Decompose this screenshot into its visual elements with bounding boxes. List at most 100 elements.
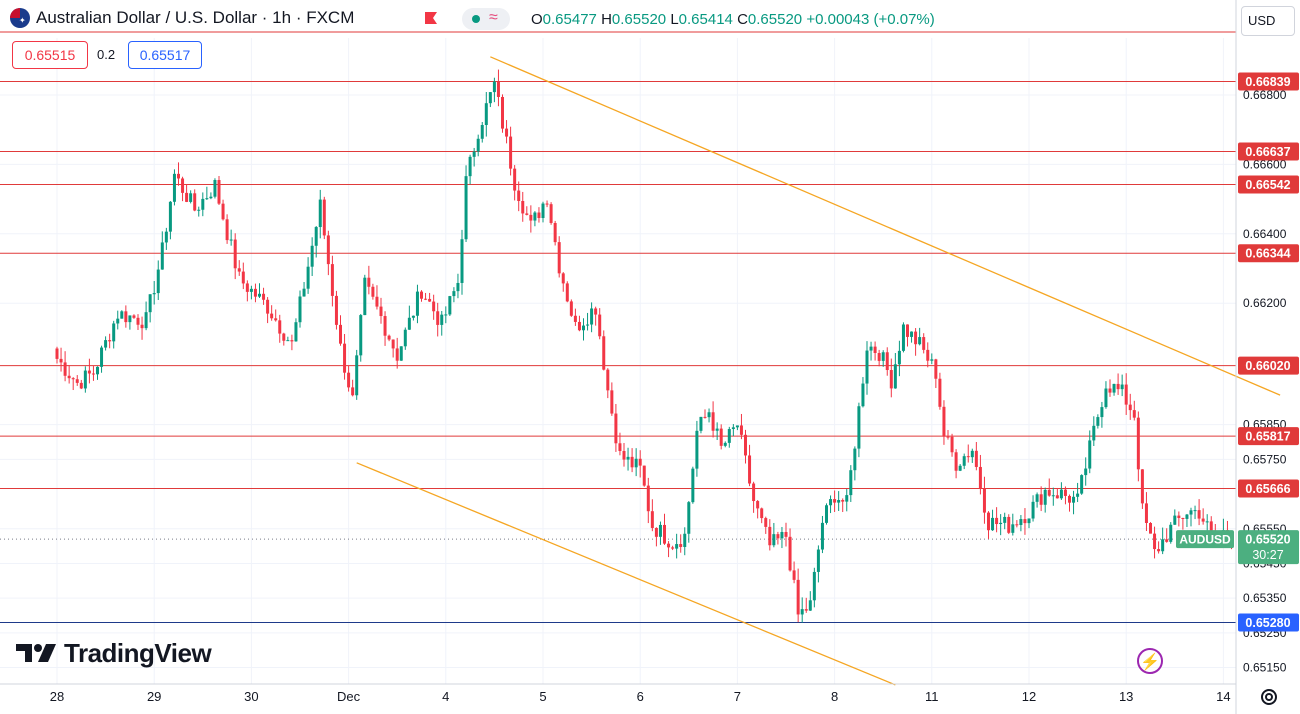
candle-body bbox=[537, 212, 541, 219]
candle-body bbox=[772, 534, 776, 546]
candle-body bbox=[1003, 516, 1007, 523]
candle-body bbox=[1185, 514, 1189, 519]
candle-body bbox=[411, 315, 415, 318]
candle-body bbox=[954, 452, 958, 471]
flag-marker-icon[interactable] bbox=[424, 11, 438, 25]
candle-body bbox=[626, 456, 630, 460]
candle-body bbox=[768, 526, 772, 546]
candle-body bbox=[784, 532, 788, 537]
time-tick-label: 13 bbox=[1119, 689, 1133, 704]
candle-body bbox=[116, 318, 120, 324]
candle-body bbox=[1140, 469, 1144, 504]
lightning-icon[interactable]: ⚡ bbox=[1137, 648, 1163, 674]
change-value: +0.00043 (+0.07%) bbox=[806, 11, 935, 28]
level-tag-label: 0.66637 bbox=[1245, 145, 1290, 159]
level-tag-label: 0.65666 bbox=[1245, 482, 1290, 496]
level-tag-label: 0.66020 bbox=[1245, 359, 1290, 373]
candle-body bbox=[456, 282, 460, 292]
candle-body bbox=[962, 456, 966, 466]
candle-body bbox=[991, 517, 995, 531]
candle-body bbox=[262, 293, 266, 300]
candle-body bbox=[525, 213, 529, 215]
candle-body bbox=[306, 266, 310, 289]
candle-body bbox=[667, 543, 671, 548]
settings-gear-icon[interactable] bbox=[1258, 686, 1280, 708]
candle-body bbox=[488, 92, 492, 104]
symbol-title[interactable]: Australian Dollar / U.S. Dollar · 1h · F… bbox=[36, 8, 355, 27]
candle-body bbox=[618, 443, 622, 451]
candle-body bbox=[452, 291, 456, 297]
candle-body bbox=[407, 317, 411, 330]
candle-body bbox=[739, 425, 743, 435]
candle-body bbox=[561, 273, 565, 284]
candle-body bbox=[598, 314, 602, 337]
close-label: C bbox=[737, 11, 748, 28]
candle-body bbox=[1096, 417, 1100, 426]
buy-price-button[interactable]: 0.65517 bbox=[128, 41, 202, 69]
candle-body bbox=[675, 544, 679, 549]
currency-button[interactable]: USD bbox=[1241, 6, 1295, 36]
candle-body bbox=[375, 296, 379, 307]
time-tick-label: 14 bbox=[1216, 689, 1230, 704]
candle-body bbox=[444, 314, 448, 316]
candle-body bbox=[1120, 384, 1124, 390]
candle-body bbox=[399, 346, 403, 361]
symbol-tag bbox=[1176, 530, 1234, 549]
candle-body bbox=[1100, 407, 1104, 418]
market-status-pill[interactable]: ≈ bbox=[462, 8, 510, 30]
time-tick-label: 7 bbox=[734, 689, 741, 704]
candle-body bbox=[1128, 404, 1132, 411]
candle-body bbox=[865, 350, 869, 384]
candle-body bbox=[310, 245, 314, 267]
candle-body bbox=[91, 373, 95, 375]
candle-body bbox=[1019, 519, 1023, 526]
candle-body bbox=[808, 600, 812, 611]
symbol-tag-label: AUDUSD bbox=[1179, 533, 1231, 547]
candles bbox=[55, 69, 1233, 623]
candle-body bbox=[330, 264, 334, 296]
candle-body bbox=[934, 359, 938, 379]
candle-body bbox=[209, 196, 213, 199]
candle-body bbox=[505, 128, 509, 137]
candle-body bbox=[334, 295, 338, 325]
candle-body bbox=[938, 378, 942, 407]
aud-usd-flag-icon: ✦ bbox=[10, 8, 30, 28]
spread-value: 0.2 bbox=[97, 47, 116, 62]
candle-body bbox=[687, 502, 691, 534]
chart-header: ✦ Australian Dollar / U.S. Dollar · 1h ·… bbox=[0, 0, 1236, 38]
candle-body bbox=[1023, 519, 1027, 524]
candle-body bbox=[270, 313, 274, 319]
candle-body bbox=[233, 239, 237, 269]
candle-body bbox=[703, 416, 707, 418]
candle-body bbox=[804, 609, 808, 611]
level-tag bbox=[1238, 427, 1299, 446]
candle-body bbox=[792, 570, 796, 580]
candle-body bbox=[970, 450, 974, 458]
candle-body bbox=[683, 533, 687, 547]
candle-body bbox=[249, 288, 253, 292]
candle-body bbox=[436, 311, 440, 325]
candle-body bbox=[1149, 523, 1152, 534]
candle-body bbox=[731, 427, 735, 430]
low-label: L bbox=[670, 11, 679, 28]
level-tag-label: 0.65280 bbox=[1245, 616, 1290, 630]
candle-body bbox=[958, 465, 962, 471]
candle-body bbox=[812, 571, 816, 601]
candle-body bbox=[897, 350, 901, 365]
candle-body bbox=[415, 291, 419, 316]
candle-body bbox=[622, 450, 626, 460]
candle-body bbox=[1136, 417, 1140, 470]
price-tags: 0.66839 0.66637 0.66542 0.66344 0.66020 0.658… bbox=[1176, 72, 1299, 632]
candle-body bbox=[367, 277, 371, 287]
sell-price-button[interactable]: 0.65515 bbox=[12, 41, 88, 69]
candle-body bbox=[719, 428, 723, 446]
candle-body bbox=[606, 369, 610, 391]
candle-body bbox=[590, 308, 594, 325]
candle-body bbox=[788, 536, 792, 571]
candle-body bbox=[756, 501, 760, 509]
time-tick-label: 29 bbox=[147, 689, 161, 704]
candle-body bbox=[820, 522, 824, 550]
candle-body bbox=[108, 340, 112, 342]
price-tick-label: 0.66200 bbox=[1243, 296, 1287, 310]
candle-body bbox=[671, 547, 675, 549]
